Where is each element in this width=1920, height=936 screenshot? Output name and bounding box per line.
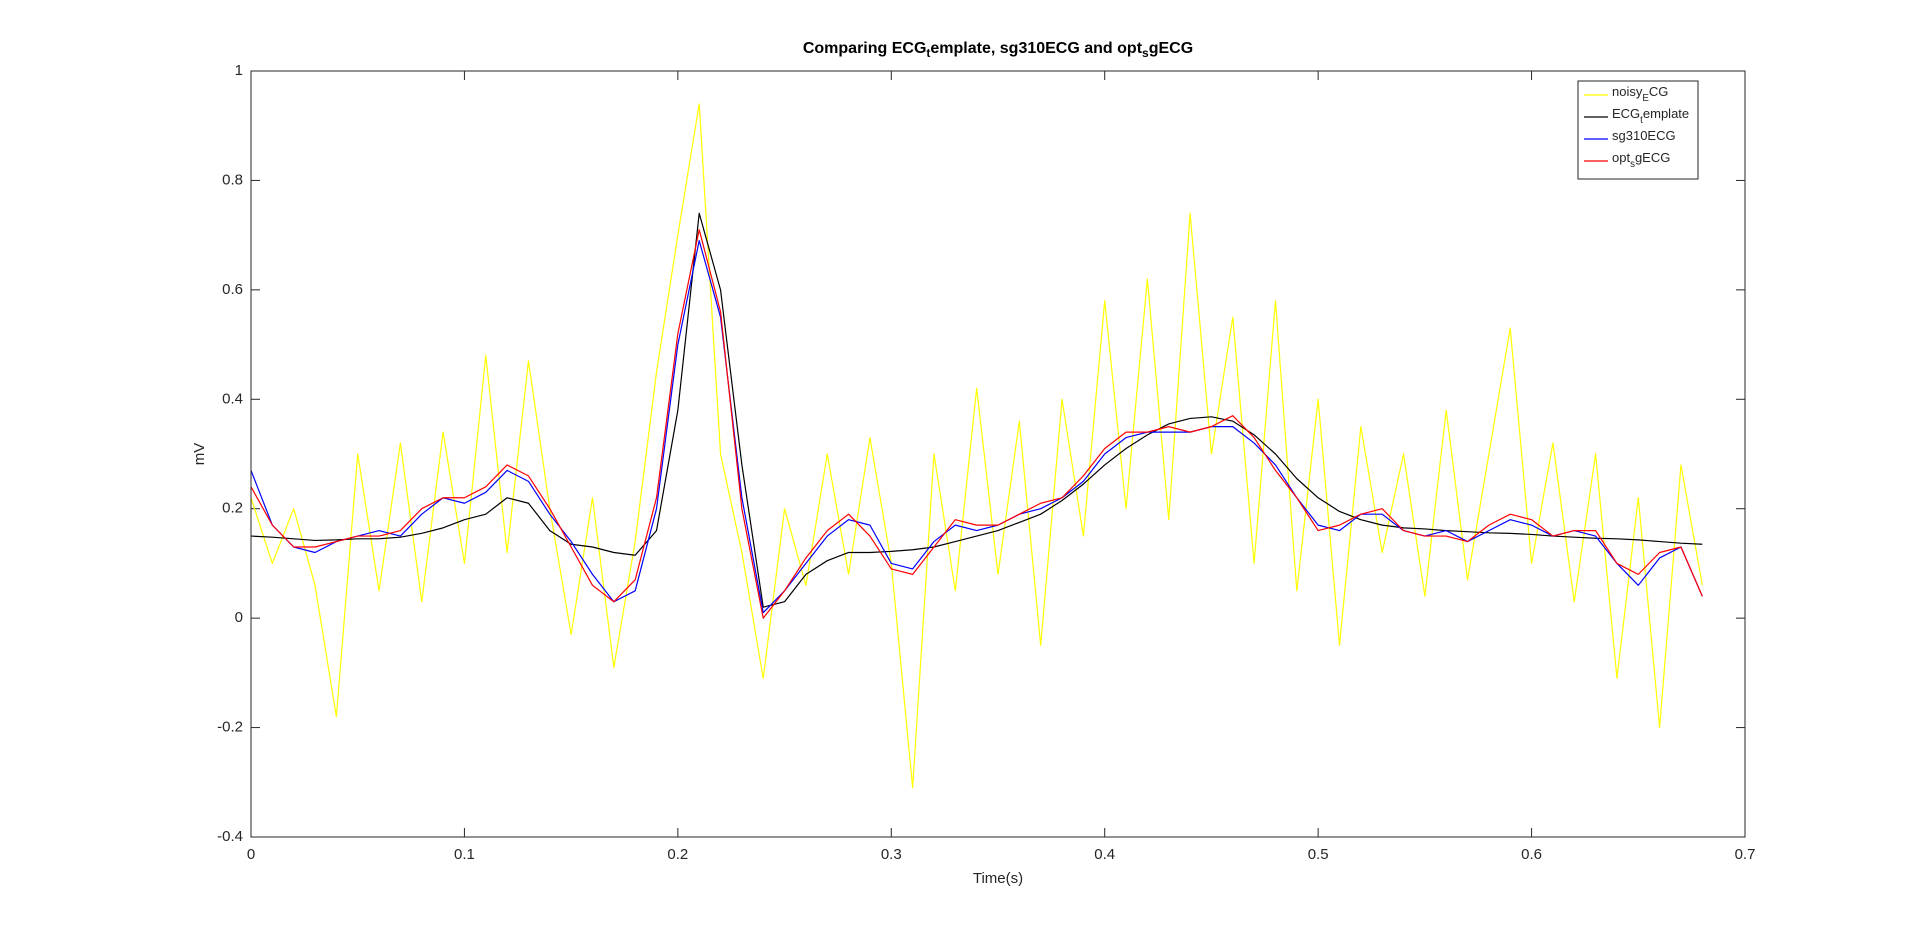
y-axis-label: mV (191, 443, 208, 466)
x-tick-label: 0.3 (881, 846, 902, 863)
legend-box (1577, 80, 1699, 180)
y-tick-label: 0.6 (222, 281, 243, 298)
x-axis-label: Time(s) (973, 870, 1023, 887)
series-line (250, 103, 1703, 789)
legend-label: ECG_t​emplate (1612, 106, 1689, 125)
x-tick-label: 0.5 (1308, 846, 1329, 863)
series-line (250, 240, 1703, 614)
legend-label: sg310ECG (1612, 128, 1676, 143)
y-tick-label: -0.2 (217, 719, 243, 736)
x-tick-label: 0.2 (667, 846, 688, 863)
legend-label: noisy_E​CG (1612, 84, 1668, 103)
y-tick-label: 0 (235, 609, 243, 626)
x-tick-label: 0 (247, 846, 255, 863)
y-tick-label: 1 (235, 62, 243, 79)
axes-box (250, 70, 1746, 838)
y-tick-label: 0.2 (222, 500, 243, 517)
x-tick-label: 0.6 (1521, 846, 1542, 863)
legend-label: opt_s​gECG (1612, 150, 1670, 169)
series-line (250, 229, 1703, 619)
x-tick-label: 0.1 (454, 846, 475, 863)
y-tick-label: 0.4 (222, 390, 243, 407)
chart-title: Comparing ECG_t​emplate, sg310ECG and op… (803, 40, 1193, 60)
x-tick-label: 0.7 (1735, 846, 1756, 863)
series-line (250, 212, 1703, 608)
x-tick-label: 0.4 (1094, 846, 1115, 863)
y-tick-label: 0.8 (222, 171, 243, 188)
plot-area (251, 71, 1745, 837)
y-tick-label: -0.4 (217, 828, 243, 845)
